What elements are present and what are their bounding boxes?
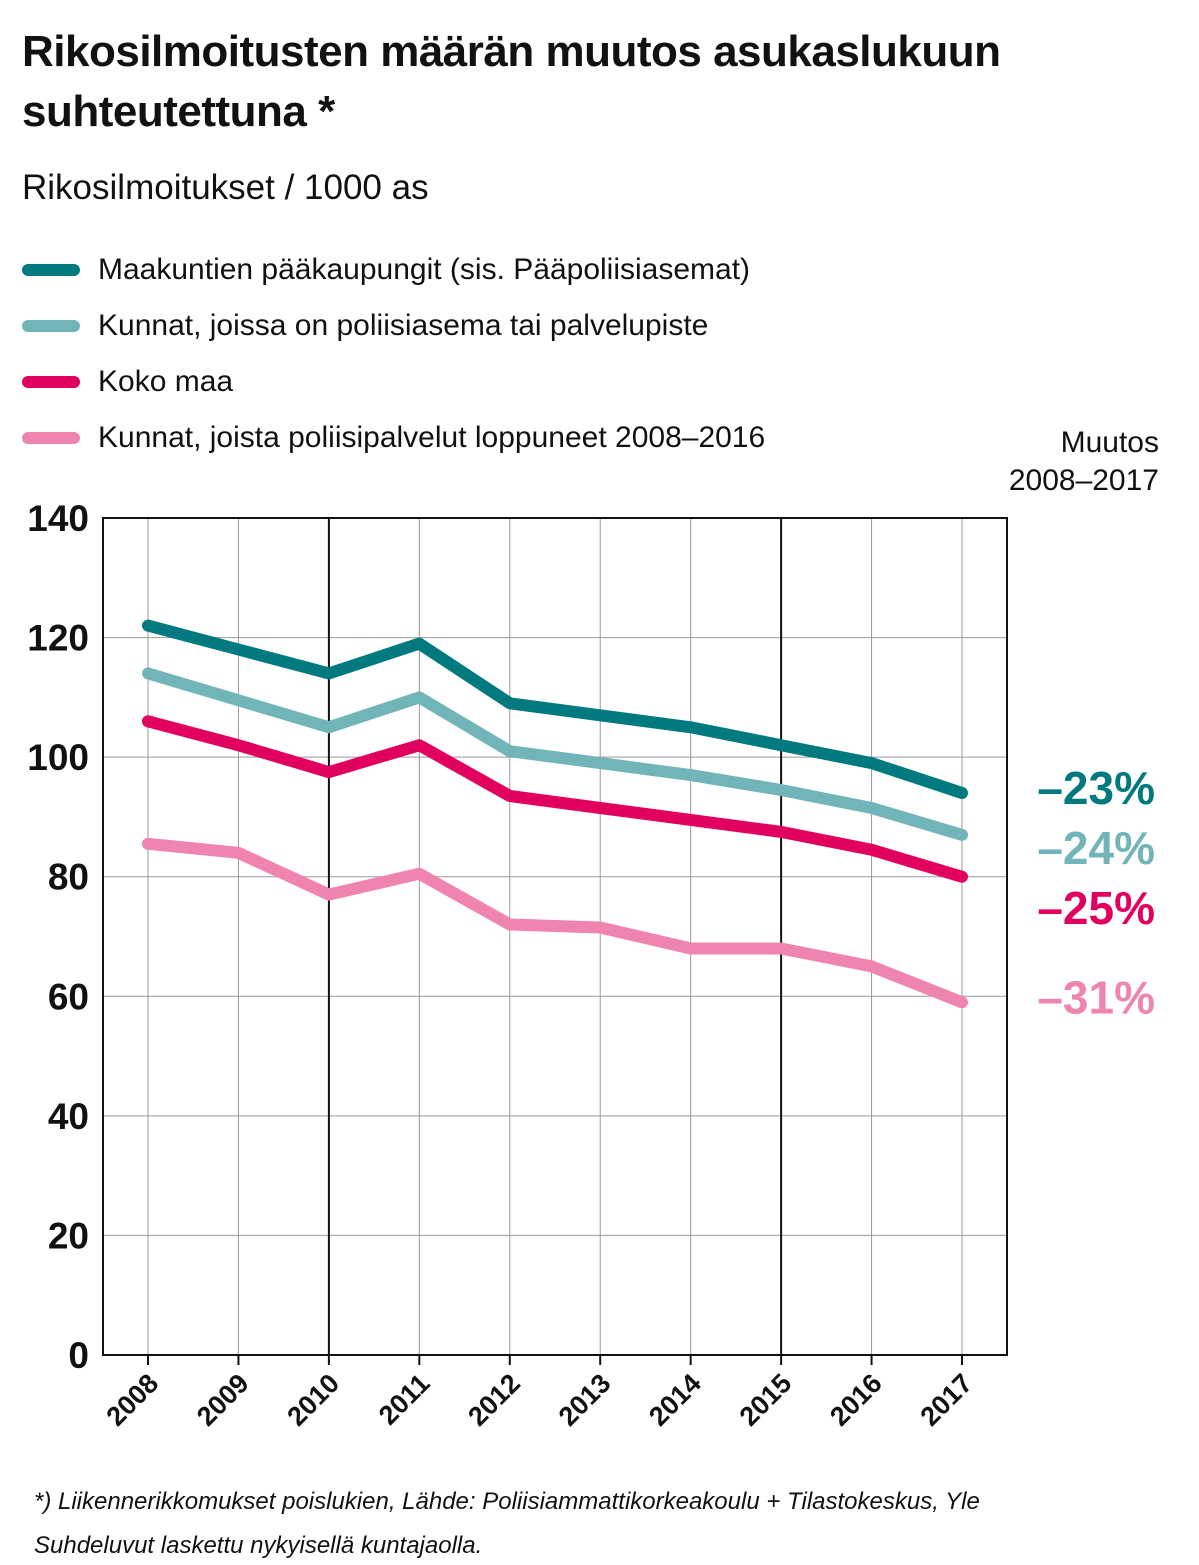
legend-swatch — [22, 432, 80, 444]
legend-swatch — [22, 376, 80, 388]
y-tick-label: 40 — [48, 1096, 89, 1137]
legend-swatch — [22, 320, 80, 332]
change-label: –24% — [1037, 822, 1155, 874]
y-tick-label: 20 — [48, 1215, 89, 1256]
y-tick-label: 80 — [48, 857, 89, 898]
change-label: –25% — [1037, 882, 1155, 934]
change-labels: –23% –24% –25% –31% — [1037, 762, 1155, 1023]
x-tick-label: 2008 — [101, 1368, 165, 1432]
x-tick-label: 2016 — [824, 1368, 888, 1432]
plot-frame — [102, 517, 1008, 1356]
x-tick-label: 2014 — [643, 1368, 707, 1432]
x-tick-label: 2011 — [373, 1368, 436, 1431]
series-line — [142, 837, 968, 1009]
footnote-note: Suhdeluvut laskettu nykyisellä kuntajaol… — [34, 1532, 483, 1559]
x-tick-label: 2015 — [734, 1368, 798, 1432]
legend: Maakuntien pääkaupungit (sis. Pääpoliisi… — [22, 242, 765, 466]
legend-item: Kunnat, joissa on poliisiasema tai palve… — [22, 298, 765, 354]
legend-swatch — [22, 264, 80, 276]
x-tick-label: 2013 — [553, 1368, 617, 1432]
y-tick-label: 60 — [48, 976, 89, 1017]
footnote-source: *) Liikennerikkomukset poislukien, Lähde… — [34, 1488, 980, 1515]
y-tick-label: 0 — [68, 1335, 89, 1376]
chart-subtitle: Rikosilmoitukset / 1000 as — [22, 168, 429, 207]
series-line — [142, 667, 968, 841]
series-line — [142, 619, 968, 799]
legend-label: Maakuntien pääkaupungit (sis. Pääpoliisi… — [98, 253, 751, 286]
series-line — [142, 715, 968, 883]
series-layer — [142, 619, 968, 1009]
y-tick-label: 120 — [27, 618, 89, 659]
legend-label: Kunnat, joista poliisipalvelut loppuneet… — [98, 421, 766, 454]
x-tick-label: 2017 — [915, 1368, 979, 1432]
change-header-line2: 2008–2017 — [1008, 464, 1159, 497]
y-tick-label: 140 — [27, 498, 89, 539]
legend-item: Maakuntien pääkaupungit (sis. Pääpoliisi… — [22, 242, 765, 298]
x-tick-label: 2012 — [462, 1368, 526, 1432]
legend-item: Koko maa — [22, 354, 765, 410]
chart-title: Rikosilmoitusten määrän muutos asukasluk… — [22, 27, 1001, 136]
legend-label: Koko maa — [98, 365, 234, 398]
y-tick-label: 100 — [27, 737, 89, 778]
legend-item: Kunnat, joista poliisipalvelut loppuneet… — [22, 410, 765, 466]
change-header: Muutos 2008–2017 — [1009, 424, 1159, 500]
change-header-line1: Muutos — [1060, 426, 1159, 459]
change-label: –31% — [1037, 971, 1155, 1023]
x-tick-label: 2010 — [281, 1368, 345, 1432]
change-label: –23% — [1037, 762, 1155, 814]
legend-label: Kunnat, joissa on poliisiasema tai palve… — [98, 309, 709, 342]
x-tick-label: 2009 — [191, 1368, 255, 1432]
